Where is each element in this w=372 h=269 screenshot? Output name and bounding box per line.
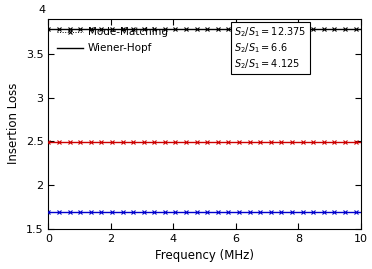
- Text: $S_2/S_1=12.375$
$S_2/S_1=6.6$
$S_2/S_1=4.125$: $S_2/S_1=12.375$ $S_2/S_1=6.6$ $S_2/S_1=…: [234, 25, 307, 70]
- Y-axis label: Insertion Loss: Insertion Loss: [7, 83, 20, 164]
- X-axis label: Frequency (MHz): Frequency (MHz): [155, 249, 254, 262]
- Text: 4: 4: [38, 5, 45, 15]
- Legend: Mode-Matching, Wiener-Hopf: Mode-Matching, Wiener-Hopf: [54, 24, 171, 56]
